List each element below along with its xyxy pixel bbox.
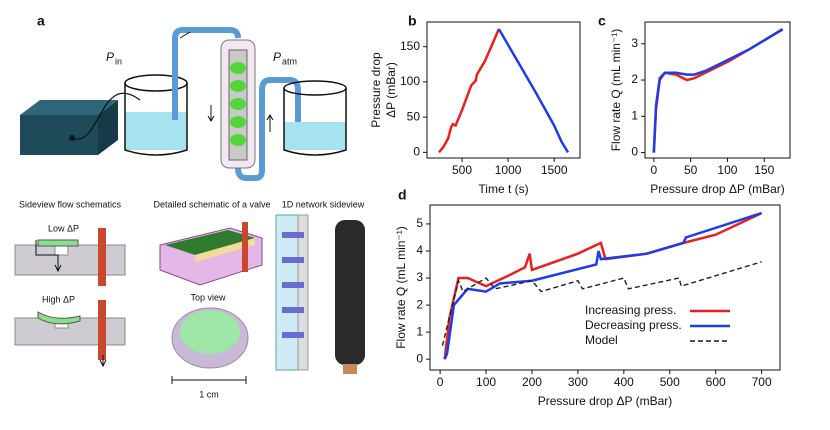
side-high bbox=[14, 300, 126, 368]
legend-label: Model bbox=[585, 333, 618, 347]
arrow bbox=[179, 31, 191, 39]
y-tick-label: 5 bbox=[416, 216, 423, 230]
y-tick-label: 0 bbox=[631, 145, 638, 159]
p-in-symbol: P bbox=[106, 50, 114, 64]
y-tick-label: 50 bbox=[407, 109, 421, 123]
panel-label: c bbox=[598, 13, 606, 29]
panel-label: b bbox=[408, 13, 417, 29]
valve-detail bbox=[159, 222, 263, 286]
y-axis-label: Flow rate Q (mL min⁻¹) bbox=[394, 226, 408, 349]
axes-frame bbox=[426, 21, 581, 159]
x-tick-label: 1500 bbox=[541, 163, 568, 177]
y-tick-label: 150 bbox=[400, 39, 420, 53]
x-tick-label: 0 bbox=[437, 375, 444, 389]
y-tick-label: 3 bbox=[631, 36, 638, 50]
x-tick-label: 1000 bbox=[495, 163, 522, 177]
side-low bbox=[14, 228, 126, 286]
pump-box bbox=[20, 100, 118, 155]
y-axis-label: Pressure drop bbox=[369, 52, 383, 128]
y-tick-label: 2 bbox=[631, 72, 638, 86]
p-atm-symbol: P bbox=[273, 50, 281, 64]
x-axis-label: Pressure drop ΔP (mBar) bbox=[650, 182, 785, 196]
y-tick-label: 4 bbox=[416, 243, 423, 257]
x-tick-label: 700 bbox=[752, 375, 772, 389]
panel-label: a bbox=[37, 13, 45, 29]
arrow bbox=[207, 105, 215, 122]
beaker-out bbox=[283, 80, 347, 156]
x-tick-label: 500 bbox=[452, 163, 472, 177]
y-tick-label: 3 bbox=[416, 270, 423, 284]
y-tick-label: 2 bbox=[416, 297, 423, 311]
x-tick-label: 200 bbox=[522, 375, 542, 389]
series-line bbox=[438, 28, 501, 154]
y-tick-label: 1 bbox=[416, 324, 423, 338]
series-line bbox=[652, 28, 784, 153]
tube bbox=[235, 77, 301, 181]
high-label: High ΔP bbox=[42, 294, 75, 304]
top-view-disc bbox=[171, 307, 249, 369]
header: 1D network sideview bbox=[282, 199, 365, 209]
y-axis-label: ΔP (mBar) bbox=[384, 62, 398, 118]
low-label: Low ΔP bbox=[48, 223, 79, 233]
series-line bbox=[443, 211, 763, 360]
series-line bbox=[441, 261, 762, 346]
legend-label: Increasing press. bbox=[585, 303, 676, 317]
x-axis-label: Time t (s) bbox=[478, 182, 528, 196]
x-tick-label: 100 bbox=[717, 163, 737, 177]
x-tick-label: 150 bbox=[754, 163, 774, 177]
series-line bbox=[497, 28, 570, 154]
x-tick-label: 300 bbox=[568, 375, 588, 389]
column bbox=[220, 39, 256, 169]
x-tick-label: 500 bbox=[660, 375, 680, 389]
header: Sideview flow schematics bbox=[19, 199, 122, 209]
p-atm-sub: atm bbox=[282, 56, 297, 66]
x-tick-label: 600 bbox=[706, 375, 726, 389]
p-in-sub: in bbox=[115, 56, 122, 66]
network-side bbox=[275, 214, 365, 374]
y-tick-label: 0 bbox=[416, 351, 423, 365]
axes-frame bbox=[644, 21, 791, 159]
x-tick-label: 0 bbox=[650, 163, 657, 177]
x-tick-label: 50 bbox=[684, 163, 698, 177]
scale-bar bbox=[171, 376, 247, 384]
x-axis-label: Pressure drop ΔP (mBar) bbox=[538, 394, 673, 408]
y-tick-label: 1 bbox=[631, 108, 638, 122]
legend-label: Decreasing press. bbox=[585, 318, 682, 332]
header: Detailed schematic of a valve bbox=[153, 199, 270, 209]
arrow bbox=[266, 114, 274, 132]
panel-label: d bbox=[398, 187, 407, 203]
y-tick-label: 0 bbox=[413, 145, 420, 159]
axes-frame bbox=[429, 204, 781, 371]
series-line bbox=[652, 28, 784, 153]
top-view-label: Top view bbox=[190, 292, 226, 302]
y-axis-label: Flow rate Q (mL min⁻¹) bbox=[609, 29, 623, 152]
tube bbox=[172, 27, 241, 120]
scale-label: 1 cm bbox=[199, 389, 219, 399]
y-tick-label: 100 bbox=[400, 74, 420, 88]
cable bbox=[71, 92, 141, 140]
x-tick-label: 400 bbox=[614, 375, 634, 389]
x-tick-label: 100 bbox=[476, 375, 496, 389]
